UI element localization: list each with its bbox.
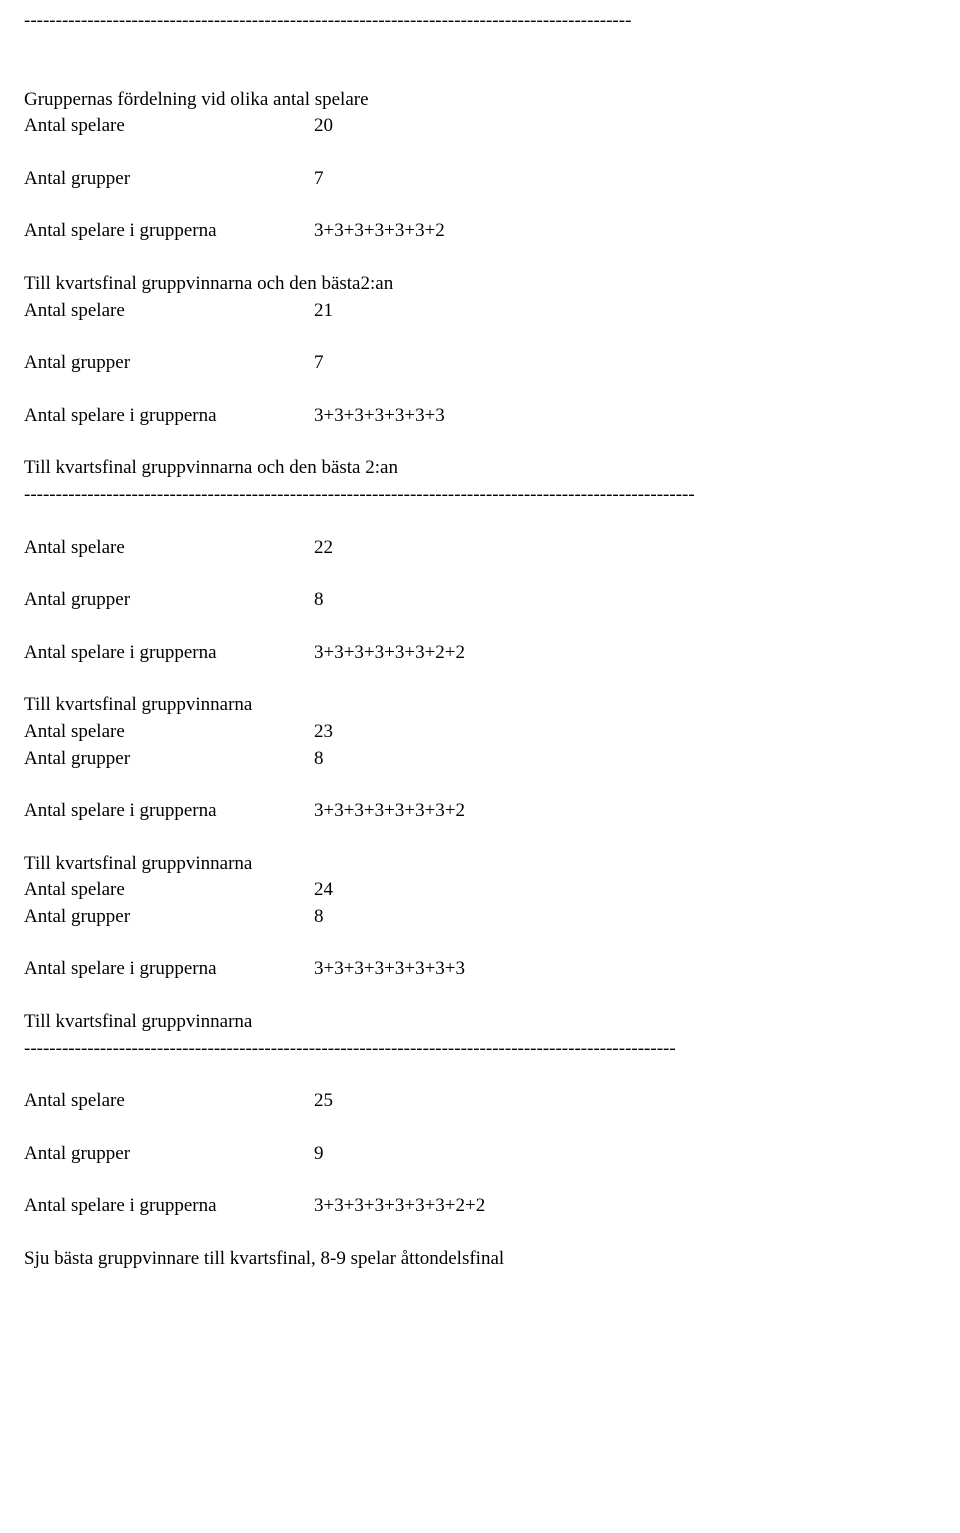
table-row: Antal spelare i grupperna 3+3+3+3+3+3+3+… <box>24 956 952 983</box>
trailer-text: Till kvartsfinal gruppvinnarna och den b… <box>24 455 952 482</box>
row-value: 23 <box>314 719 914 746</box>
row-label: Antal spelare <box>24 113 314 140</box>
row-value: 3+3+3+3+3+3+3+2 <box>314 798 914 825</box>
table-row: Antal spelare 23 <box>24 719 952 746</box>
table-row: Antal spelare i grupperna 3+3+3+3+3+3+2+… <box>24 640 952 667</box>
row-value: 3+3+3+3+3+3+3 <box>314 403 914 430</box>
trailer-text: Till kvartsfinal gruppvinnarna och den b… <box>24 271 952 298</box>
row-label: Antal spelare <box>24 535 314 562</box>
row-value: 7 <box>314 350 914 377</box>
table-row: Antal grupper 8 <box>24 746 952 773</box>
row-label: Antal spelare <box>24 1088 314 1115</box>
row-label: Antal spelare i grupperna <box>24 798 314 825</box>
table-row: Antal grupper 7 <box>24 166 952 193</box>
row-label: Antal grupper <box>24 350 314 377</box>
row-value: 3+3+3+3+3+3+3+3 <box>314 956 914 983</box>
row-label: Antal spelare i grupperna <box>24 218 314 245</box>
table-row: Antal spelare 21 <box>24 298 952 325</box>
row-label: Antal spelare i grupperna <box>24 956 314 983</box>
row-value: 22 <box>314 535 914 562</box>
divider-2: ----------------------------------------… <box>24 482 952 509</box>
row-label: Antal grupper <box>24 1141 314 1168</box>
divider-3: ----------------------------------------… <box>24 1036 952 1063</box>
row-label: Antal grupper <box>24 166 314 193</box>
row-value: 8 <box>314 904 914 931</box>
trailer-text: Till kvartsfinal gruppvinnarna <box>24 851 952 878</box>
row-value: 24 <box>314 877 914 904</box>
row-value: 21 <box>314 298 914 325</box>
trailer-text: Sju bästa gruppvinnare till kvartsfinal,… <box>24 1246 952 1273</box>
row-label: Antal spelare <box>24 877 314 904</box>
row-value: 3+3+3+3+3+3+2 <box>314 218 914 245</box>
trailer-text: Till kvartsfinal gruppvinnarna <box>24 692 952 719</box>
trailer-text: Till kvartsfinal gruppvinnarna <box>24 1009 952 1036</box>
table-row: Antal spelare 25 <box>24 1088 952 1115</box>
row-value: 20 <box>314 113 914 140</box>
table-row: Antal spelare 24 <box>24 877 952 904</box>
divider-1: ----------------------------------------… <box>24 8 952 35</box>
table-row: Antal grupper 9 <box>24 1141 952 1168</box>
row-label: Antal grupper <box>24 746 314 773</box>
table-row: Antal grupper 7 <box>24 350 952 377</box>
row-value: 7 <box>314 166 914 193</box>
row-label: Antal grupper <box>24 587 314 614</box>
row-label: Antal spelare <box>24 298 314 325</box>
heading: Gruppernas fördelning vid olika antal sp… <box>24 87 952 114</box>
row-value: 25 <box>314 1088 914 1115</box>
table-row: Antal spelare i grupperna 3+3+3+3+3+3+2 <box>24 218 952 245</box>
table-row: Antal spelare 22 <box>24 535 952 562</box>
table-row: Antal spelare 20 <box>24 113 952 140</box>
table-row: Antal grupper 8 <box>24 587 952 614</box>
table-row: Antal spelare i grupperna 3+3+3+3+3+3+3+… <box>24 1193 952 1220</box>
table-row: Antal grupper 8 <box>24 904 952 931</box>
row-label: Antal grupper <box>24 904 314 931</box>
row-label: Antal spelare i grupperna <box>24 403 314 430</box>
row-value: 3+3+3+3+3+3+3+2+2 <box>314 1193 914 1220</box>
table-row: Antal spelare i grupperna 3+3+3+3+3+3+3+… <box>24 798 952 825</box>
row-label: Antal spelare i grupperna <box>24 640 314 667</box>
row-value: 9 <box>314 1141 914 1168</box>
row-label: Antal spelare <box>24 719 314 746</box>
row-value: 3+3+3+3+3+3+2+2 <box>314 640 914 667</box>
row-label: Antal spelare i grupperna <box>24 1193 314 1220</box>
row-value: 8 <box>314 587 914 614</box>
table-row: Antal spelare i grupperna 3+3+3+3+3+3+3 <box>24 403 952 430</box>
row-value: 8 <box>314 746 914 773</box>
